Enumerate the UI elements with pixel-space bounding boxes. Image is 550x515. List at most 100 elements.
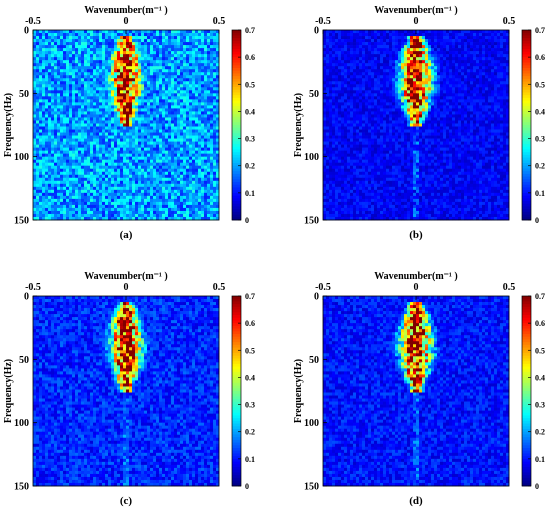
heatmap-cell	[111, 142, 114, 145]
heatmap-cell	[443, 57, 446, 60]
heatmap-cell	[147, 30, 150, 33]
heatmap-cell	[120, 120, 123, 123]
heatmap-cell	[491, 36, 494, 39]
heatmap-cell	[204, 202, 207, 205]
heatmap-cell	[90, 54, 93, 57]
heatmap-cell	[141, 196, 144, 199]
heatmap-cell	[78, 90, 81, 93]
heatmap-cell	[464, 60, 467, 63]
heatmap-cell	[48, 178, 51, 181]
heatmap-cell	[105, 172, 108, 175]
heatmap-cell	[183, 142, 186, 145]
heatmap-cell	[45, 57, 48, 60]
heatmap-cell	[147, 75, 150, 78]
heatmap-cell	[180, 175, 183, 178]
heatmap-cell	[201, 178, 204, 181]
heatmap-cell	[485, 54, 488, 57]
heatmap-cell	[153, 202, 156, 205]
heatmap-cell	[126, 108, 129, 111]
heatmap-cell	[207, 133, 210, 136]
heatmap-cell	[326, 33, 329, 36]
heatmap-cell	[93, 99, 96, 102]
heatmap-cell	[174, 160, 177, 163]
heatmap-cell	[78, 148, 81, 151]
heatmap-cell	[470, 60, 473, 63]
heatmap-cell	[347, 48, 350, 51]
heatmap-cell	[467, 42, 470, 45]
heatmap-cell	[96, 199, 99, 202]
heatmap-cell	[165, 57, 168, 60]
heatmap-cell	[39, 163, 42, 166]
heatmap-cell	[401, 30, 404, 33]
heatmap-cell	[192, 105, 195, 108]
heatmap-cell	[132, 196, 135, 199]
heatmap-cell	[183, 196, 186, 199]
heatmap-cell	[449, 33, 452, 36]
heatmap-cell	[90, 148, 93, 151]
heatmap-cell	[159, 30, 162, 33]
heatmap-cell	[141, 160, 144, 163]
heatmap-cell	[168, 145, 171, 148]
heatmap-cell	[476, 45, 479, 48]
heatmap-cell	[485, 72, 488, 75]
heatmap-cell	[102, 114, 105, 117]
heatmap-cell	[33, 63, 36, 66]
heatmap-cell	[144, 117, 147, 120]
heatmap-cell	[201, 66, 204, 69]
heatmap-cell	[138, 93, 141, 96]
heatmap-cell	[494, 60, 497, 63]
heatmap-cell	[201, 154, 204, 157]
heatmap-cell	[84, 33, 87, 36]
heatmap-cell	[153, 78, 156, 81]
heatmap-cell	[329, 45, 332, 48]
heatmap-cell	[210, 208, 213, 211]
heatmap-cell	[66, 178, 69, 181]
heatmap-cell	[195, 172, 198, 175]
heatmap-cell	[213, 54, 216, 57]
heatmap-cell	[500, 30, 503, 33]
heatmap-cell	[45, 102, 48, 105]
heatmap-cell	[153, 108, 156, 111]
heatmap-cell	[198, 123, 201, 126]
heatmap-cell	[129, 57, 132, 60]
heatmap-cell	[57, 127, 60, 130]
heatmap-cell	[114, 69, 117, 72]
heatmap-cell	[359, 63, 362, 66]
heatmap-cell	[326, 66, 329, 69]
heatmap-cell	[81, 154, 84, 157]
heatmap-cell	[102, 120, 105, 123]
heatmap-cell	[177, 120, 180, 123]
heatmap-cell	[129, 99, 132, 102]
heatmap-cell	[386, 75, 389, 78]
heatmap-cell	[33, 148, 36, 151]
heatmap-cell	[186, 81, 189, 84]
heatmap-cell	[198, 69, 201, 72]
heatmap-cell	[341, 60, 344, 63]
heatmap-cell	[87, 145, 90, 148]
heatmap-cell	[180, 187, 183, 190]
heatmap-cell	[96, 117, 99, 120]
heatmap-cell	[42, 148, 45, 151]
heatmap-cell	[81, 102, 84, 105]
heatmap-cell	[162, 99, 165, 102]
heatmap-cell	[464, 54, 467, 57]
heatmap-cell	[192, 154, 195, 157]
heatmap-cell	[120, 111, 123, 114]
heatmap-cell	[177, 69, 180, 72]
heatmap-cell	[192, 184, 195, 187]
heatmap-cell	[195, 42, 198, 45]
heatmap-cell	[392, 33, 395, 36]
heatmap-cell	[69, 142, 72, 145]
heatmap-cell	[180, 145, 183, 148]
heatmap-cell	[147, 96, 150, 99]
heatmap-cell	[425, 66, 428, 69]
heatmap-cell	[51, 133, 54, 136]
heatmap-cell	[51, 108, 54, 111]
heatmap-cell	[99, 57, 102, 60]
heatmap-cell	[105, 81, 108, 84]
heatmap-cell	[452, 72, 455, 75]
heatmap-cell	[141, 184, 144, 187]
heatmap-cell	[380, 54, 383, 57]
heatmap-cell	[102, 142, 105, 145]
heatmap-cell	[75, 87, 78, 90]
